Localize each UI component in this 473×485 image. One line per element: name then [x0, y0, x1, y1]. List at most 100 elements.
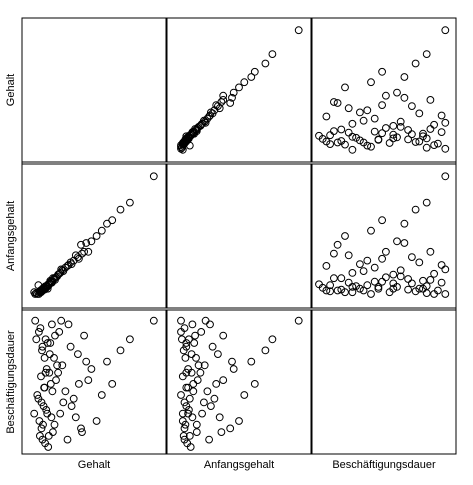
data-point — [212, 101, 221, 109]
data-point — [240, 391, 249, 399]
data-point — [441, 265, 450, 274]
data-point — [219, 96, 228, 104]
data-point — [374, 284, 383, 293]
data-point — [367, 142, 375, 151]
data-point — [37, 398, 46, 407]
data-point — [250, 67, 259, 76]
data-point — [396, 117, 405, 126]
data-point — [359, 138, 368, 147]
data-point — [378, 216, 387, 225]
data-point — [330, 98, 338, 106]
data-point — [182, 342, 191, 351]
data-point — [67, 402, 76, 411]
data-point — [45, 368, 54, 377]
data-point — [228, 93, 236, 102]
data-point — [97, 391, 106, 399]
data-point — [370, 263, 379, 272]
data-point — [71, 413, 80, 422]
data-point — [344, 104, 353, 113]
data-point — [192, 428, 201, 437]
data-point — [229, 365, 238, 373]
data-point — [389, 130, 398, 139]
data-point — [348, 288, 357, 297]
data-point — [367, 226, 375, 235]
data-point — [367, 78, 375, 87]
data-point — [205, 112, 214, 121]
data-point — [374, 136, 383, 144]
matrix-frame — [21, 17, 457, 455]
data-point — [219, 331, 228, 340]
data-point — [181, 354, 190, 362]
data-point — [341, 83, 349, 92]
data-point — [177, 144, 185, 153]
data-point — [37, 286, 46, 295]
data-point — [441, 172, 450, 181]
data-point — [64, 261, 73, 269]
data-point — [333, 286, 342, 295]
data-point — [37, 372, 45, 381]
data-point — [378, 129, 387, 138]
data-point — [116, 346, 125, 355]
x-axis-label-2: Anfangsgehalt — [204, 459, 274, 471]
data-point — [226, 99, 235, 107]
data-point — [415, 284, 424, 293]
data-point — [198, 409, 207, 418]
data-point — [185, 134, 193, 143]
data-point — [39, 420, 47, 429]
data-point — [333, 138, 342, 147]
data-point — [180, 424, 189, 433]
data-point — [87, 237, 96, 246]
data-point — [40, 383, 48, 392]
data-point — [229, 88, 238, 97]
data-point — [250, 380, 259, 388]
data-point — [179, 432, 188, 440]
data-point — [426, 125, 435, 133]
data-point — [261, 346, 270, 355]
data-point — [430, 120, 439, 129]
data-point — [344, 128, 353, 137]
data-point — [415, 137, 424, 146]
data-point — [187, 368, 196, 377]
data-point — [382, 91, 390, 100]
data-point — [41, 282, 50, 291]
data-point — [337, 137, 346, 145]
data-point — [69, 394, 78, 403]
data-point — [337, 285, 346, 294]
data-point — [50, 354, 58, 362]
data-point — [181, 135, 190, 144]
data-point — [197, 328, 206, 336]
data-point — [268, 50, 277, 58]
data-point — [207, 402, 215, 411]
data-point — [363, 106, 372, 115]
data-point — [44, 443, 53, 451]
data-point — [419, 132, 427, 141]
data-point — [188, 128, 197, 137]
data-point — [341, 232, 349, 240]
data-point — [178, 372, 187, 381]
data-point — [125, 198, 134, 207]
data-point — [396, 272, 405, 281]
data-point — [44, 432, 53, 440]
data-point — [363, 281, 372, 290]
data-point — [75, 254, 83, 263]
data-point — [189, 387, 198, 396]
data-point — [326, 287, 335, 296]
data-point — [415, 258, 424, 267]
data-point — [396, 266, 405, 275]
data-point — [419, 276, 427, 285]
data-point — [437, 278, 446, 287]
data-point — [194, 361, 203, 370]
data-point — [389, 279, 398, 288]
data-point — [46, 380, 55, 388]
data-point — [378, 67, 387, 76]
data-point — [441, 118, 450, 127]
data-point — [82, 357, 91, 366]
data-point — [326, 131, 335, 140]
data-point — [31, 290, 40, 298]
panel-3-3 — [311, 309, 457, 455]
data-point — [441, 26, 450, 35]
data-point — [67, 260, 76, 269]
data-point — [344, 251, 353, 260]
